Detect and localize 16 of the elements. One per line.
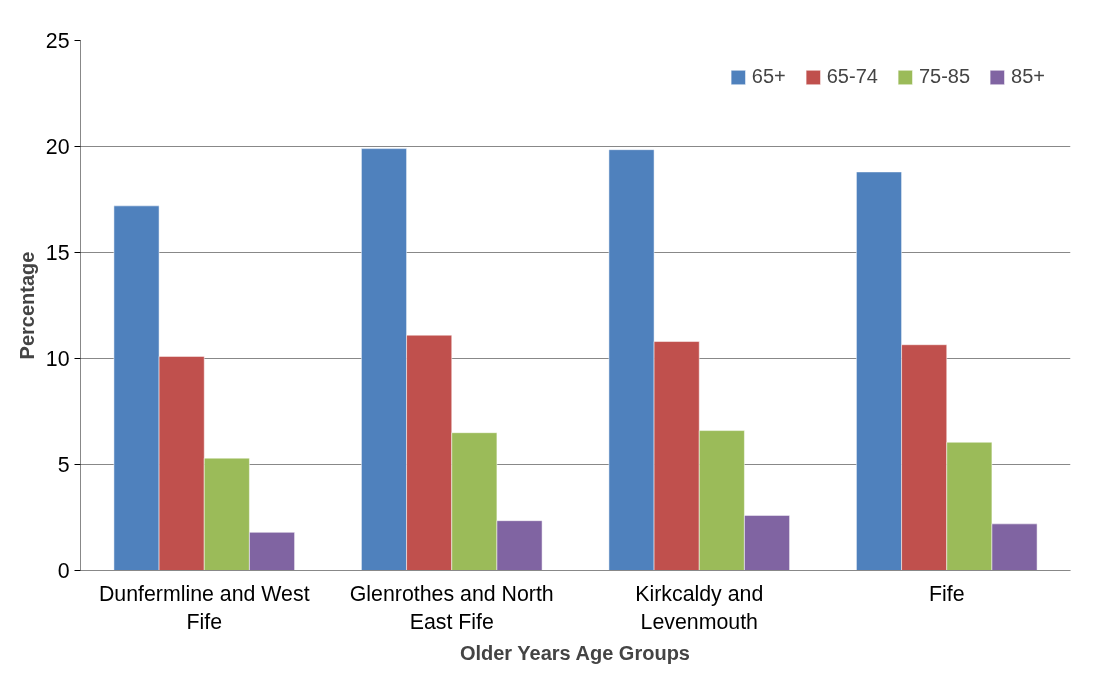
- y-tick-label: 15: [45, 241, 70, 265]
- y-tick-label: 25: [45, 29, 70, 53]
- y-axis-title: Percentage: [15, 251, 38, 360]
- x-tick-label: Dunfermline and West Fife: [98, 581, 310, 635]
- x-tick-label: Kirkcaldy and Levenmouth: [635, 581, 764, 635]
- legend-label: 75-85: [918, 65, 971, 88]
- x-tick-label: Fife: [928, 581, 965, 606]
- y-tick-label: 5: [57, 453, 70, 477]
- y-tick-label: 10: [45, 347, 70, 371]
- legend-label: 85+: [1011, 65, 1045, 88]
- x-tick-label: Glenrothes and North East Fife: [349, 581, 554, 635]
- legend-label: 65+: [751, 65, 786, 88]
- legend-label: 65-74: [826, 65, 878, 88]
- y-tick-label: 0: [57, 559, 70, 583]
- x-axis-title: Older Years Age Groups: [459, 642, 690, 665]
- y-tick-label: 20: [45, 135, 70, 159]
